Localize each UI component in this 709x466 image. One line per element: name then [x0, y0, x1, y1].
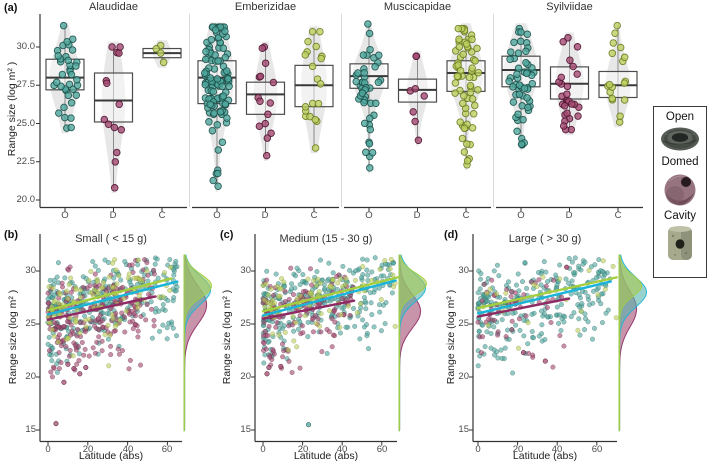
a-f2-xtick-o: O [213, 210, 221, 221]
c-ytick-25: 25 [240, 318, 251, 329]
panel-a-ylabel: Range size (log m² ) [6, 61, 18, 157]
a-ytick-25: 25.0 [16, 118, 36, 129]
a-f4-xtick-d: D [565, 210, 573, 221]
d-xtick-20: 20 [512, 444, 524, 455]
d-xtick-40: 40 [551, 444, 563, 455]
panel-c-xlabel: Latitude (abs) [293, 450, 359, 462]
panel-b-xlabel: Latitude (abs) [78, 450, 144, 462]
panel-d-xlabel: Latitude (abs) [512, 450, 578, 462]
c-xtick-60: 60 [376, 444, 388, 455]
a-f1-xtick-c: C [158, 210, 166, 221]
panel-d-title: Large ( > 30 g) [508, 233, 582, 245]
a-ytick-20: 20.0 [16, 194, 36, 205]
facet-title-syilviidae: Syilviidae [546, 1, 593, 13]
b-xtick-60: 60 [161, 444, 173, 455]
legend-label-cavity: Cavity [664, 210, 696, 222]
b-ytick-20: 20 [25, 371, 36, 382]
facet-title-muscicapidae: Muscicapidae [383, 1, 452, 13]
panel-a-label: (a) [4, 2, 18, 14]
panel-c-graphics [251, 234, 428, 446]
d-ytick-15: 15 [458, 424, 469, 435]
a-f2-xtick-d: D [261, 210, 269, 221]
a-ytick-30: 30.0 [16, 41, 36, 52]
panel-c-label: (c) [220, 229, 234, 241]
a-f4-xtick-o: O [517, 210, 525, 221]
panel-b-title: Small ( < 15 g) [75, 233, 147, 245]
panel-d-graphics [469, 234, 648, 446]
open-nest-photo [661, 127, 699, 151]
facet-title-alaudidae: Alaudidae [89, 1, 138, 13]
c-ytick-15: 15 [240, 424, 251, 435]
a-ytick-22-5: 22.5 [16, 156, 36, 167]
a-f4-xtick-c: C [614, 210, 622, 221]
nest-type-legend: Open Domed Cavity [653, 106, 707, 278]
c-xtick-40: 40 [336, 444, 348, 455]
b-ytick-15: 15 [25, 424, 36, 435]
panel-a-graphics [36, 14, 643, 212]
b-xtick-40: 40 [122, 444, 134, 455]
d-xtick-0: 0 [475, 444, 481, 455]
b-xtick-0: 0 [45, 444, 51, 455]
a-f1-xtick-d: D [109, 210, 117, 221]
d-ytick-20: 20 [458, 371, 469, 382]
d-xtick-60: 60 [591, 444, 603, 455]
a-f1-xtick-o: O [61, 210, 69, 221]
facet-title-emberizidae: Emberizidae [234, 1, 297, 13]
d-ytick-25: 25 [458, 318, 469, 329]
a-f3-xtick-d: D [413, 210, 421, 221]
cavity-nest-photo [668, 226, 692, 260]
a-ytick-27-5: 27.5 [16, 79, 36, 90]
a-f2-xtick-c: C [310, 210, 318, 221]
legend-label-domed: Domed [661, 156, 699, 168]
panel-b-graphics [36, 234, 213, 446]
panel-c-title: Medium (15 - 30 g) [279, 233, 373, 245]
a-f3-xtick-o: O [365, 210, 373, 221]
panel-d-label: (d) [444, 229, 459, 241]
c-ytick-30: 30 [240, 265, 251, 276]
b-ytick-30: 30 [25, 265, 36, 276]
domed-nest-photo [664, 174, 696, 206]
a-f3-xtick-c: C [462, 210, 470, 221]
legend-label-open: Open [665, 111, 695, 123]
panel-b-label: (b) [4, 229, 19, 241]
d-ytick-30: 30 [458, 265, 469, 276]
b-ytick-25: 25 [25, 318, 36, 329]
b-xtick-20: 20 [82, 444, 94, 455]
c-ytick-20: 20 [240, 371, 251, 382]
c-xtick-0: 0 [260, 444, 266, 455]
c-xtick-20: 20 [297, 444, 309, 455]
